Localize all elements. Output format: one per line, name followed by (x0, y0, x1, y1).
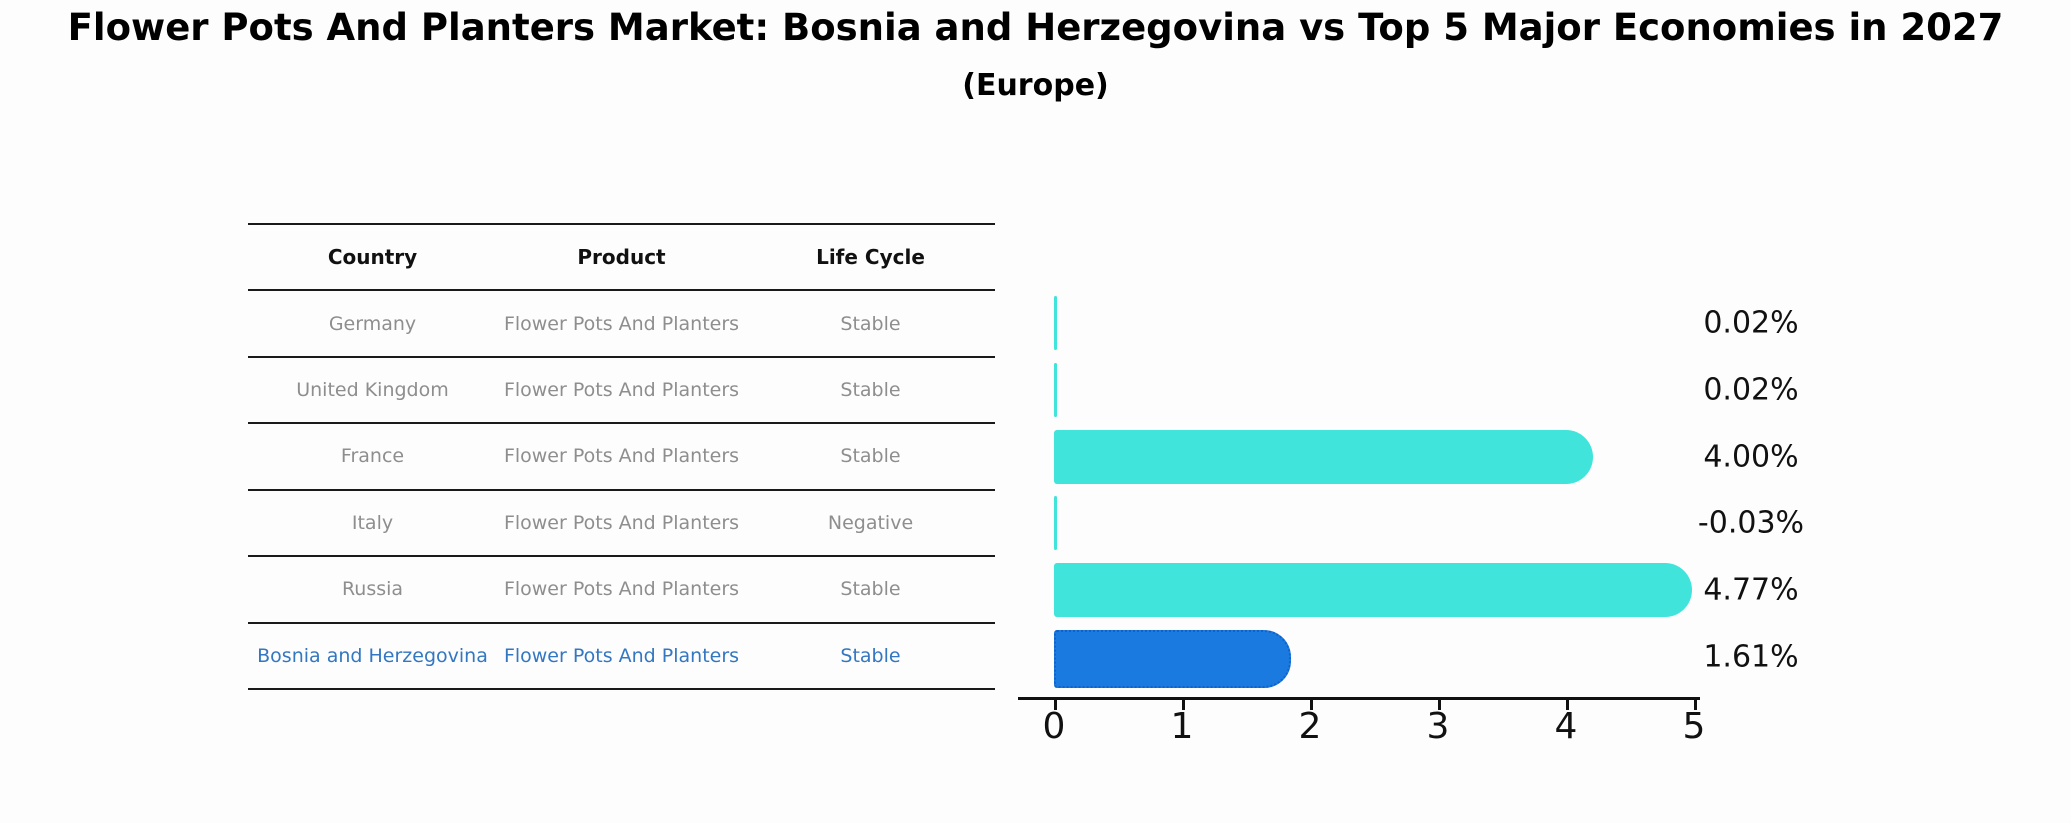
x-axis-tick (1694, 699, 1697, 710)
table-row-italy: Italy Flower Pots And Planters Negative (248, 488, 995, 555)
life-cycle-cell: Stable (840, 644, 901, 667)
country-cell: Italy (351, 511, 394, 534)
table-row-russia: Russia Flower Pots And Planters Stable (248, 555, 995, 621)
x-axis-tick-label: 2 (1298, 706, 1322, 747)
x-axis-tick-label: 0 (1042, 706, 1066, 747)
x-axis-tick-label: 3 (1426, 706, 1450, 747)
x-axis-tick (1054, 699, 1057, 710)
column-header-life-cycle: Life Cycle (816, 245, 925, 270)
table-row-bosnia-and-herzegovina: Bosnia and Herzegovina Flower Pots And P… (248, 621, 995, 690)
x-axis-tick-label: 1 (1170, 706, 1194, 747)
product-cell: Flower Pots And Planters (503, 644, 740, 667)
x-axis-line (1018, 697, 1700, 700)
life-cycle-cell: Negative (827, 511, 914, 534)
life-cycle-cell: Stable (840, 578, 901, 601)
life-cycle-cell: Stable (840, 379, 901, 402)
x-axis-tick (1310, 699, 1313, 710)
column-header-country: Country (327, 245, 418, 270)
country-cell: France (340, 445, 405, 468)
country-cell: Russia (341, 578, 404, 601)
value-label-russia: 4.77% (1703, 572, 1799, 608)
value-label-france: 4.00% (1703, 439, 1799, 475)
table-row-germany: Germany Flower Pots And Planters Stable (248, 289, 995, 355)
x-axis-tick (1438, 699, 1441, 710)
x-axis-tick (1182, 699, 1185, 710)
bar-united-kingdom (1054, 363, 1057, 418)
bar-russia (1054, 563, 1692, 618)
bar-italy (1054, 496, 1057, 551)
table-header-row: Country Product Life Cycle (248, 223, 995, 289)
product-cell: Flower Pots And Planters (503, 312, 740, 335)
value-label-bosnia-and-herzegovina: 1.61% (1703, 639, 1799, 675)
chart-title: Flower Pots And Planters Market: Bosnia … (67, 6, 2004, 49)
bar-germany (1054, 296, 1057, 351)
country-cell: Bosnia and Herzegovina (257, 644, 488, 667)
chart-subtitle: (Europe) (962, 68, 1109, 103)
product-cell: Flower Pots And Planters (503, 578, 740, 601)
life-cycle-cell: Stable (840, 445, 901, 468)
country-info-table: Country Product Life Cycle Germany Flowe… (248, 223, 995, 690)
value-label-united-kingdom: 0.02% (1703, 372, 1799, 408)
product-cell: Flower Pots And Planters (503, 379, 740, 402)
product-cell: Flower Pots And Planters (503, 511, 740, 534)
bar-bosnia-and-herzegovina (1054, 629, 1292, 688)
x-axis-tick-label: 5 (1682, 706, 1706, 747)
life-cycle-cell: Stable (840, 312, 901, 335)
x-axis-tick-label: 4 (1554, 706, 1578, 747)
product-cell: Flower Pots And Planters (503, 445, 740, 468)
country-cell: Germany (328, 312, 417, 335)
x-axis-tick (1566, 699, 1569, 710)
bar-france (1054, 429, 1593, 484)
value-label-germany: 0.02% (1703, 305, 1799, 341)
column-header-product: Product (577, 245, 666, 270)
table-row-france: France Flower Pots And Planters Stable (248, 422, 995, 488)
country-cell: United Kingdom (296, 379, 449, 402)
table-row-united-kingdom: United Kingdom Flower Pots And Planters … (248, 355, 995, 422)
value-label-italy: -0.03% (1697, 505, 1805, 541)
